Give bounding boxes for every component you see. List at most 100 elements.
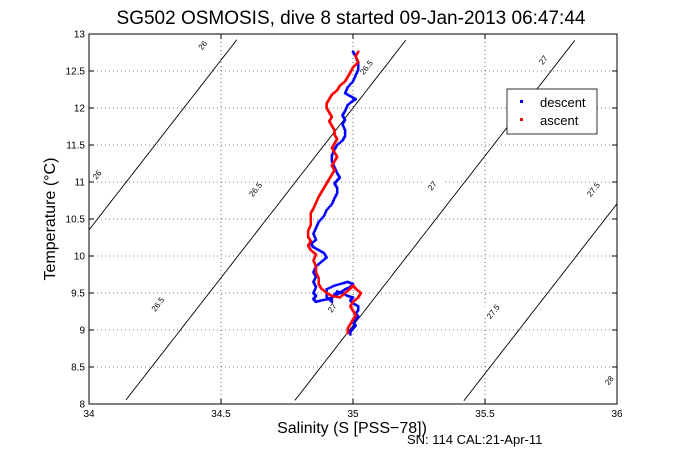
- descent-point: [312, 269, 316, 272]
- descent-point: [343, 288, 347, 291]
- descent-point: [326, 296, 330, 300]
- descent-point: [355, 72, 358, 76]
- legend-box: [506, 88, 598, 135]
- contour-label-bg: [192, 40, 213, 51]
- ascent-point: [309, 216, 312, 219]
- ascent-point: [306, 234, 310, 237]
- ascent-point: [342, 292, 345, 296]
- descent-point: [316, 264, 319, 267]
- ascent-point: [313, 252, 316, 255]
- descent-point: [313, 239, 316, 243]
- ascent-point: [314, 268, 318, 271]
- ascent-point: [320, 287, 323, 290]
- ascent-point: [339, 83, 343, 86]
- ascent-point: [328, 293, 331, 296]
- x-tick-label: 34.5: [211, 409, 231, 420]
- descent-point: [317, 248, 320, 252]
- descent-point: [329, 296, 332, 300]
- descent-point: [314, 284, 317, 287]
- ascent-point: [312, 259, 315, 262]
- legend-label-descent: descent: [540, 95, 586, 110]
- descent-point: [335, 143, 339, 147]
- descent-point: [351, 50, 355, 53]
- descent-point: [347, 286, 351, 289]
- ascent-point: [309, 220, 312, 224]
- descent-point: [338, 291, 341, 295]
- descent-point: [345, 89, 348, 92]
- descent-point: [349, 101, 352, 105]
- density-contour-27.5: [463, 203, 618, 401]
- descent-point: [324, 211, 327, 215]
- descent-point: [339, 282, 342, 286]
- descent-point: [330, 300, 334, 304]
- descent-point: [341, 289, 344, 293]
- descent-point: [357, 63, 360, 67]
- descent-point: [314, 237, 317, 240]
- descent-point: [354, 74, 357, 77]
- contour-label-bg: [533, 54, 554, 65]
- ascent-point: [322, 289, 326, 292]
- descent-point: [335, 293, 339, 296]
- descent-point: [316, 248, 319, 251]
- descent-point: [324, 210, 328, 213]
- ascent-point: [308, 226, 311, 230]
- descent-point: [335, 171, 339, 175]
- descent-point: [353, 97, 356, 100]
- contour-label-bg: [147, 299, 168, 310]
- descent-point: [345, 287, 348, 290]
- ascent-point: [354, 55, 357, 58]
- descent-point: [326, 207, 330, 210]
- ascent-point: [334, 295, 338, 298]
- ascent-point: [355, 57, 359, 61]
- descent-point: [314, 276, 317, 280]
- descent-point: [350, 282, 353, 285]
- descent-point: [318, 219, 322, 222]
- descent-point: [343, 92, 347, 95]
- ascent-point: [309, 248, 312, 252]
- descent-point: [357, 68, 360, 71]
- ascent-point: [333, 91, 336, 94]
- ascent-point: [347, 288, 351, 291]
- y-tick-label: 11: [75, 178, 86, 189]
- ascent-point: [325, 291, 328, 295]
- descent-point: [317, 220, 320, 224]
- descent-point: [314, 287, 317, 290]
- descent-point: [330, 203, 334, 206]
- legend: descent ascent: [506, 88, 598, 135]
- ascent-point: [309, 213, 312, 216]
- descent-point: [346, 86, 349, 89]
- descent-point: [313, 268, 316, 271]
- ascent-point: [317, 277, 320, 280]
- descent-point: [313, 278, 316, 281]
- descent-point: [341, 291, 344, 295]
- descent-point: [320, 260, 323, 264]
- ascent-point: [355, 62, 359, 65]
- ascent-point: [356, 59, 359, 62]
- descent-point: [328, 205, 331, 209]
- descent-point: [339, 140, 343, 143]
- descent-point: [337, 292, 340, 295]
- descent-point: [313, 246, 316, 250]
- descent-point: [318, 299, 322, 302]
- ascent-point: [326, 292, 330, 295]
- ascent-point: [346, 331, 349, 335]
- y-tick-label: 11.5: [66, 141, 85, 152]
- sn-cal-annotation: SN: 114 CAL:21-Apr-11: [407, 432, 542, 447]
- descent-point: [313, 235, 316, 238]
- descent-point: [322, 298, 325, 302]
- descent-point: [354, 303, 357, 307]
- ascent-point: [350, 68, 353, 72]
- descent-point: [353, 75, 357, 79]
- descent-point: [347, 94, 351, 97]
- ascent-point: [354, 63, 357, 66]
- descent-point: [318, 249, 322, 253]
- descent-point: [344, 90, 347, 93]
- descent-point: [353, 302, 356, 306]
- contour-label-bg: [245, 184, 266, 195]
- descent-point: [353, 77, 356, 80]
- descent-point: [330, 158, 334, 161]
- ascent-point: [314, 266, 318, 270]
- ascent-point: [310, 249, 314, 253]
- descent-point: [330, 154, 334, 157]
- ascent-point: [317, 278, 320, 281]
